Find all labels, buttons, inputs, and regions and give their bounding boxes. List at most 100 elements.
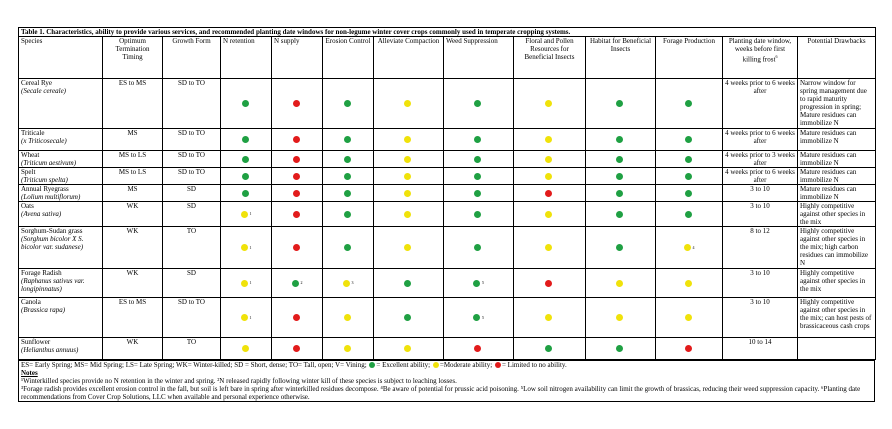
rating-cell <box>655 150 723 168</box>
header-n-retention: N retention <box>220 36 272 79</box>
green-dot-icon <box>684 136 692 144</box>
rating-cell <box>322 201 374 227</box>
rating-cell <box>513 150 586 168</box>
rating-cell <box>513 167 586 185</box>
planting-window-cell: 3 to 10 <box>722 268 798 298</box>
green-dot-icon <box>343 189 351 197</box>
red-dot-icon <box>292 314 300 322</box>
header-planting-sup: 6 <box>775 54 778 59</box>
rating-cell <box>585 297 656 338</box>
rating-cell <box>443 128 514 151</box>
green-dot-icon <box>616 210 623 218</box>
yellow-dot-icon <box>545 100 552 108</box>
rating-cell <box>373 337 444 360</box>
rating-cell <box>271 150 323 168</box>
rating-cell: 1 <box>220 297 272 338</box>
green-dot-icon <box>369 362 376 369</box>
green-dot-icon <box>473 279 480 287</box>
rating-cell <box>443 167 514 185</box>
red-dot-icon <box>545 279 552 287</box>
yellow-dot-icon <box>404 155 411 163</box>
green-dot-icon <box>241 155 249 163</box>
red-dot-icon <box>292 189 300 197</box>
species-name: Spelt <box>21 168 36 177</box>
rating-cell: 2 <box>271 268 323 298</box>
growth-form-cell: SD <box>162 268 221 298</box>
species-name: Sorghum-Sudan grass <box>21 227 83 236</box>
rating-cell: 5 <box>443 297 514 338</box>
rating-cell <box>513 297 586 338</box>
green-dot-icon <box>474 210 481 218</box>
yellow-dot-icon <box>545 136 552 144</box>
footnote-sup: 3 <box>351 280 354 286</box>
growth-form-cell: SD <box>162 201 221 227</box>
rating-cell <box>585 226 656 269</box>
growth-form-cell: SD <box>162 184 221 202</box>
rating-cell <box>513 337 586 360</box>
rating-cell <box>655 184 723 202</box>
green-dot-icon <box>684 189 692 197</box>
yellow-dot-icon <box>240 279 248 287</box>
rating-cell <box>655 167 723 185</box>
drawbacks-cell: Mature residues can immobilize N <box>796 184 877 202</box>
header-floral-pollen: Floral and Pollen Resources for Benefici… <box>513 36 586 79</box>
yellow-dot-icon <box>343 345 351 353</box>
rating-cell <box>220 128 272 151</box>
species-scientific-name: (Brassica rapa) <box>21 306 66 314</box>
red-dot-icon <box>292 155 300 163</box>
header-drawbacks: Potential Drawbacks <box>796 36 877 79</box>
header-row: Species Optimum Termination Timing Growt… <box>18 36 877 79</box>
red-dot-icon <box>292 244 300 252</box>
species-name: Sunflower <box>21 338 51 347</box>
rating-cell <box>585 78 656 129</box>
rating-cell <box>271 128 323 151</box>
rating-cell <box>271 337 323 360</box>
growth-form-cell: SD to TO <box>162 150 221 168</box>
rating-cell <box>443 150 514 168</box>
yellow-dot-icon <box>684 314 692 322</box>
red-dot-icon <box>474 345 481 353</box>
species-name: Cereal Rye <box>21 79 53 88</box>
green-dot-icon <box>343 155 351 163</box>
rating-cell <box>513 226 586 269</box>
yellow-dot-icon <box>545 210 552 218</box>
rating-cell <box>373 226 444 269</box>
rating-cell <box>220 167 272 185</box>
green-dot-icon <box>473 314 480 322</box>
footnote-sup: 1 <box>249 244 252 250</box>
yellow-dot-icon <box>545 172 552 180</box>
yellow-dot-icon <box>241 345 249 353</box>
table-title-row: Table 1. Characteristics, ability to pro… <box>17 27 877 37</box>
green-dot-icon <box>545 345 552 353</box>
green-dot-icon <box>616 172 623 180</box>
legend-moderate: =Moderate ability; <box>439 361 493 370</box>
green-dot-icon <box>404 279 411 287</box>
table-row: Triticale (x Triticosecale) MS SD to TO 4 we… <box>18 128 877 151</box>
planting-window-cell: 4 weeks prior to 3 weeks after <box>722 150 798 168</box>
growth-form-cell: SD to TO <box>162 297 221 338</box>
yellow-dot-icon <box>545 244 552 252</box>
legend-abbrev-text: ES= Early Spring; MS= Mid Spring; LS= La… <box>21 361 367 370</box>
species-cell: Wheat (Triticum aestivum) <box>18 150 103 168</box>
green-dot-icon <box>343 172 351 180</box>
termination-cell: ES to MS <box>102 297 163 338</box>
rating-cell <box>373 128 444 151</box>
planting-window-cell: 4 weeks prior to 6 weeks after <box>722 167 798 185</box>
notes-line-1: ¹Winterkilled species provide no N reten… <box>21 377 457 385</box>
rating-cell <box>373 184 444 202</box>
header-n-supply: N supply <box>271 36 323 79</box>
rating-cell: 4 <box>655 226 723 269</box>
yellow-dot-icon <box>404 210 411 218</box>
rating-cell <box>513 78 586 129</box>
termination-cell: MS <box>102 184 163 202</box>
red-dot-icon <box>292 345 300 353</box>
header-weed-suppression: Weed Suppression <box>443 36 514 79</box>
green-dot-icon <box>241 100 249 108</box>
yellow-dot-icon <box>616 314 623 322</box>
table-row: Wheat (Triticum aestivum) MS to LS SD to TO… <box>18 150 877 168</box>
growth-form-cell: TO <box>162 226 221 269</box>
yellow-dot-icon <box>342 279 350 287</box>
legend-cell: ES= Early Spring; MS= Mid Spring; LS= La… <box>18 360 875 402</box>
cover-crop-document: Table 1. Characteristics, ability to pro… <box>17 27 877 402</box>
red-dot-icon <box>545 189 552 197</box>
